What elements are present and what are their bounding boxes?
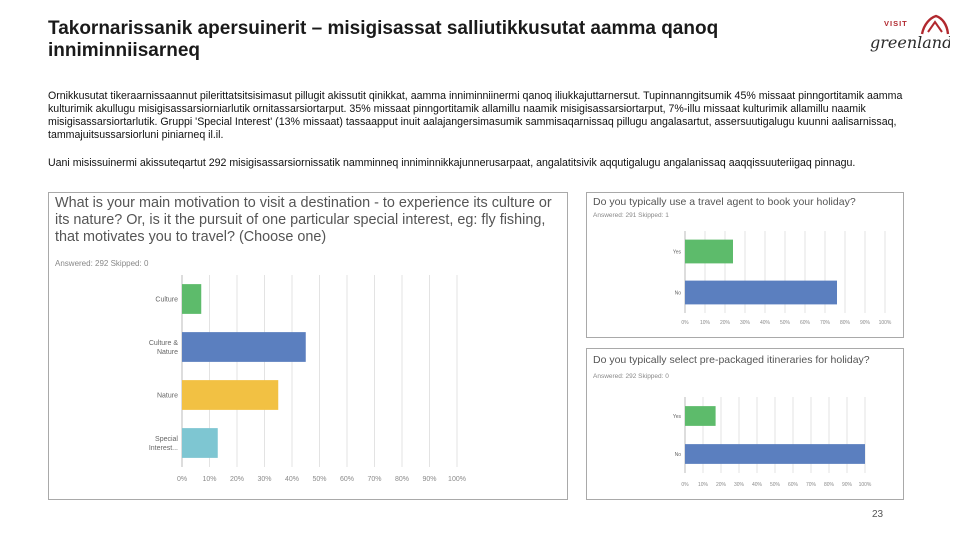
bar [182, 332, 306, 362]
x-tick-label: 70% [367, 476, 381, 483]
x-tick-label: 90% [422, 476, 436, 483]
bar [685, 444, 865, 464]
answered-count: Answered: 292 Skipped: 0 [55, 259, 149, 268]
x-tick-label: 80% [395, 476, 409, 483]
bar [182, 284, 202, 314]
itineraries-bar-chart: 0% 10% 20% 30% 40% 50% 60% 70% 80% 90% 100% Yes No [673, 397, 872, 488]
x-tick-label: 10% [700, 320, 711, 326]
visit-greenland-logo: VISIT greenland [870, 14, 950, 52]
x-tick-label: 0% [177, 476, 187, 483]
travel-agent-bar-chart: 0% 10% 20% 30% 40% 50% 60% 70% 80% 90% 100% Yes No [673, 231, 892, 326]
travel-agent-chart-panel: Do you typically use a travel agent to b… [586, 192, 904, 338]
x-tick-label: 100% [448, 476, 466, 483]
bar [685, 280, 837, 305]
x-tick-label: 40% [760, 320, 771, 326]
answered-count: Answered: 292 Skipped: 0 [593, 373, 669, 380]
category-label: Culture [155, 296, 178, 303]
x-tick-label: 60% [800, 320, 811, 326]
category-label: Culture & Nature [149, 340, 179, 356]
x-tick-label: 50% [770, 482, 781, 488]
x-tick-label: 70% [820, 320, 831, 326]
category-label: No [675, 290, 682, 296]
category-label: No [675, 452, 682, 458]
x-tick-label: 60% [788, 482, 799, 488]
x-tick-label: 20% [720, 320, 731, 326]
x-tick-label: 20% [716, 482, 727, 488]
bar [182, 380, 279, 410]
category-label: Yes [673, 249, 682, 255]
x-tick-label: 10% [202, 476, 216, 483]
description-paragraph: Ornikkusutat tikeraarnissaannut pileritt… [48, 90, 903, 141]
logo-peak-icon [927, 20, 943, 33]
motivation-bar-chart: 0% 10% 20% 30% 40% 50% 60% 70% 80% 90% 100% Culture… [149, 275, 466, 483]
x-tick-label: 100% [859, 482, 872, 488]
bar [685, 239, 733, 264]
chart-question: What is your main motivation to visit a … [55, 195, 552, 245]
category-label: Special Interest... [149, 436, 179, 452]
x-tick-label: 80% [840, 320, 851, 326]
motivation-chart-panel: What is your main motivation to visit a … [48, 192, 568, 500]
answered-count: Answered: 291 Skipped: 1 [593, 212, 669, 219]
logo-greenland-text: greenland [870, 33, 950, 52]
x-tick-label: 70% [806, 482, 817, 488]
x-tick-label: 50% [312, 476, 326, 483]
x-tick-label: 40% [285, 476, 299, 483]
logo-visit-text: VISIT [884, 19, 908, 28]
x-tick-label: 10% [698, 482, 709, 488]
category-label: Nature [157, 392, 178, 399]
x-tick-label: 30% [734, 482, 745, 488]
x-tick-label: 40% [752, 482, 763, 488]
x-tick-label: 90% [860, 320, 871, 326]
chart-question: Do you typically select pre-packaged iti… [593, 354, 870, 366]
itineraries-chart-panel: Do you typically select pre-packaged iti… [586, 348, 904, 500]
chart-question: Do you typically use a travel agent to b… [593, 196, 856, 208]
page-number: 23 [872, 509, 884, 520]
slide-title: Takornarissanik apersuinerit – misigisas… [48, 18, 719, 61]
logo-mountain-icon [920, 14, 950, 35]
x-tick-label: 60% [340, 476, 354, 483]
x-tick-label: 20% [230, 476, 244, 483]
x-tick-label: 30% [740, 320, 751, 326]
x-tick-label: 30% [257, 476, 271, 483]
x-tick-label: 0% [681, 482, 689, 488]
x-tick-label: 50% [780, 320, 791, 326]
x-tick-label: 80% [824, 482, 835, 488]
category-label: Yes [673, 414, 682, 420]
sample-size-paragraph: Uani misissuinermi akissuteqartut 292 mi… [48, 157, 856, 169]
bar [182, 428, 218, 458]
bar [685, 406, 716, 426]
x-tick-label: 90% [842, 482, 853, 488]
x-tick-label: 0% [681, 320, 689, 326]
x-tick-label: 100% [879, 320, 892, 326]
